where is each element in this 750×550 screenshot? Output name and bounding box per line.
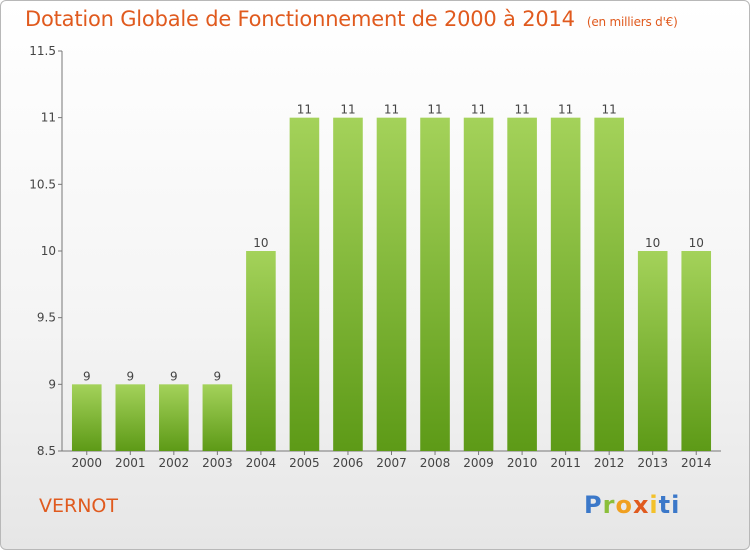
bar xyxy=(594,117,624,452)
data-label: 11 xyxy=(471,103,486,117)
logo-letter-6: ti xyxy=(658,491,681,519)
bar xyxy=(202,384,233,451)
x-tick-label: 2014 xyxy=(681,456,712,470)
chart-title: Dotation Globale de Fonctionnement de 20… xyxy=(25,7,678,31)
data-label: 10 xyxy=(253,236,268,250)
x-tick-label: 2010 xyxy=(507,456,538,470)
x-tick-label: 2011 xyxy=(550,456,581,470)
logo-letter-3: o xyxy=(615,491,633,519)
logo-letter-5: i xyxy=(649,491,659,519)
data-label: 11 xyxy=(384,103,399,117)
x-tick-label: 2013 xyxy=(637,456,668,470)
chart-unit: (en milliers d'€) xyxy=(586,15,678,29)
x-tick-label: 2009 xyxy=(463,456,494,470)
bar xyxy=(550,117,581,452)
bar xyxy=(637,251,668,451)
data-label: 9 xyxy=(83,369,91,383)
commune-name: VERNOT xyxy=(39,495,118,517)
y-tick-label: 9.5 xyxy=(37,311,56,325)
y-tick-label: 8.5 xyxy=(37,444,56,458)
x-tick-label: 2003 xyxy=(202,456,233,470)
data-label: 9 xyxy=(214,369,222,383)
proxiti-logo: Proxiti xyxy=(584,491,680,519)
x-tick-label: 2000 xyxy=(71,456,102,470)
bar xyxy=(681,251,712,451)
x-tick-label: 2006 xyxy=(333,456,364,470)
bar xyxy=(246,251,276,451)
data-label: 11 xyxy=(297,103,312,117)
x-tick-label: 2002 xyxy=(159,456,190,470)
x-tick-label: 2012 xyxy=(594,456,625,470)
data-label: 11 xyxy=(340,103,355,117)
x-tick-label: 2007 xyxy=(376,456,407,470)
x-tick-label: 2001 xyxy=(115,456,146,470)
data-label: 11 xyxy=(558,103,573,117)
bar xyxy=(71,384,102,451)
bar xyxy=(420,117,450,452)
chart-title-text: Dotation Globale de Fonctionnement de 20… xyxy=(25,7,575,31)
data-label: 11 xyxy=(427,103,442,117)
data-label: 10 xyxy=(689,236,704,250)
bar xyxy=(333,117,363,452)
data-label: 9 xyxy=(170,369,178,383)
data-label: 10 xyxy=(645,236,660,250)
logo-letter-1: P xyxy=(584,491,603,519)
bar xyxy=(159,384,189,451)
bar xyxy=(376,117,407,452)
y-tick-label: 9 xyxy=(48,377,56,391)
bar xyxy=(115,384,146,451)
bar xyxy=(507,117,537,452)
bar xyxy=(289,117,320,452)
bar xyxy=(463,117,494,452)
y-tick-label: 10 xyxy=(41,244,56,258)
x-tick-label: 2005 xyxy=(289,456,320,470)
y-tick-label: 10.5 xyxy=(29,177,56,191)
logo-letter-2: r xyxy=(602,491,616,519)
data-label: 9 xyxy=(126,369,134,383)
data-label: 11 xyxy=(514,103,529,117)
logo-letter-4: x xyxy=(632,491,650,519)
x-tick-label: 2004 xyxy=(246,456,277,470)
y-tick-label: 11 xyxy=(41,111,56,125)
y-tick-label: 11.5 xyxy=(29,44,56,58)
data-label: 11 xyxy=(602,103,617,117)
x-tick-label: 2008 xyxy=(420,456,451,470)
